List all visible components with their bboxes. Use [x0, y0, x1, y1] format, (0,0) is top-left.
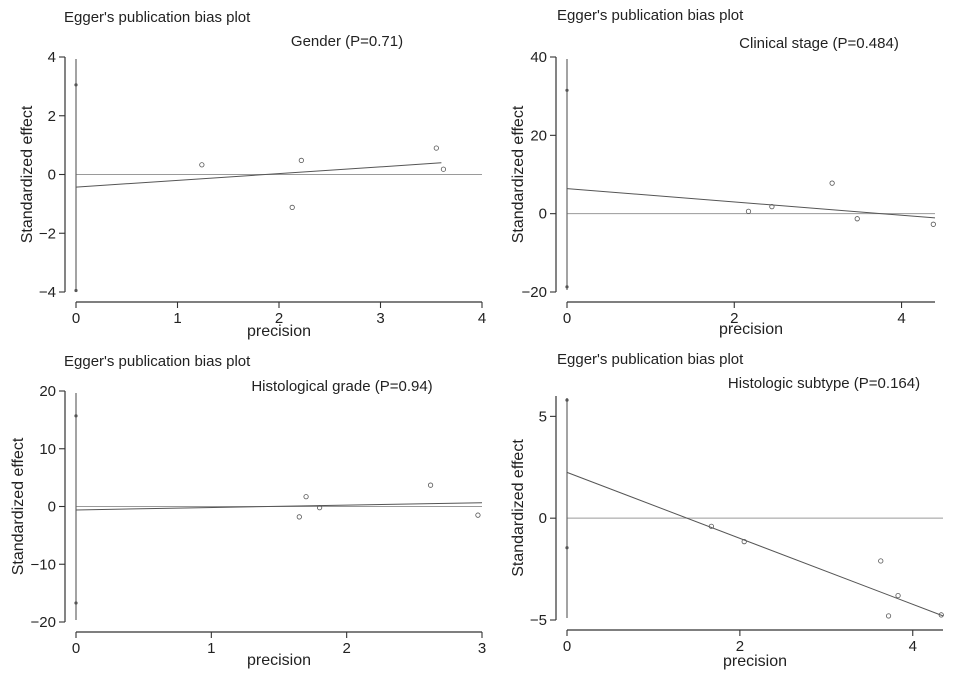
x-axis-title: precision [719, 321, 783, 338]
x-tick-label: 2 [730, 310, 738, 327]
data-point [708, 523, 714, 529]
chart-title: Egger's publication bias plot [557, 7, 744, 24]
y-tick-label: −4 [39, 284, 56, 301]
x-tick-label: 3 [478, 640, 486, 657]
egger-chart-1: Egger's publication bias plot Gender (P=0… [19, 9, 486, 340]
data-point [316, 505, 323, 511]
data-point [878, 558, 884, 564]
y-axis-title: Standardized effect [19, 105, 36, 243]
intercept-ci-upper [74, 83, 78, 87]
regression-fit-line [75, 502, 483, 511]
x-tick-label: 1 [207, 640, 215, 657]
chart-subtitle: Clinical stage (P=0.484) [739, 35, 899, 52]
data-point [289, 204, 295, 210]
y-tick-label: −20 [31, 614, 56, 631]
chart-subtitle: Histologic subtype (P=0.164) [728, 375, 920, 392]
y-tick-label: −10 [31, 556, 56, 573]
data-point [475, 512, 481, 518]
data-point [938, 612, 944, 618]
y-axis-title: Standardized effect [510, 439, 527, 577]
y-tick-label: 20 [530, 127, 547, 144]
intercept-ci-lower [565, 285, 569, 289]
data-point [829, 180, 835, 186]
data-point [296, 514, 302, 520]
x-tick-label: 3 [376, 310, 384, 327]
y-tick-label: −20 [522, 284, 547, 301]
intercept-ci-upper [565, 398, 569, 402]
regression-fit-line [566, 188, 936, 219]
data-point [885, 613, 892, 619]
x-tick-label: 2 [342, 640, 350, 657]
x-tick-label: 0 [563, 310, 571, 327]
intercept-ci-lower [74, 288, 78, 293]
y-tick-label: −2 [39, 225, 56, 242]
y-tick-label: 0 [48, 167, 56, 184]
data-point [303, 494, 309, 500]
regression-fit-line [566, 471, 944, 617]
x-tick-label: 4 [897, 310, 905, 327]
y-axis-title: Standardized effect [510, 105, 527, 243]
data-point [427, 482, 434, 488]
x-axis-title: precision [723, 653, 787, 670]
y-tick-label: 2 [48, 108, 56, 125]
intercept-ci-upper [74, 414, 78, 418]
y-axis-title: Standardized effect [10, 437, 27, 575]
data-point [745, 208, 752, 214]
y-tick-label: 4 [48, 49, 56, 66]
x-tick-label: 2 [736, 638, 744, 655]
x-axis-title: precision [247, 323, 311, 340]
regression-fit-line [75, 162, 442, 188]
data-point [199, 162, 205, 168]
data-point [741, 538, 747, 545]
x-tick-label: 4 [478, 310, 486, 327]
data-point [298, 157, 304, 163]
x-axis-title: precision [247, 652, 311, 669]
chart-title: Egger's publication bias plot [64, 353, 251, 370]
x-tick-label: 1 [173, 310, 181, 327]
y-tick-label: 20 [39, 383, 56, 400]
x-tick-label: 0 [563, 638, 571, 655]
egger-chart-4: Egger's publication bias plot Histologic … [510, 351, 944, 670]
y-tick-label: 10 [39, 441, 56, 458]
data-point [895, 592, 901, 599]
chart-title: Egger's publication bias plot [64, 9, 251, 26]
intercept-ci-upper [565, 88, 569, 92]
y-tick-label: −5 [530, 612, 547, 629]
data-point [854, 216, 860, 222]
y-tick-label: 0 [539, 510, 547, 527]
x-tick-label: 0 [72, 640, 80, 657]
chart-subtitle: Gender (P=0.71) [291, 33, 403, 50]
y-tick-label: 40 [530, 49, 547, 66]
data-point [440, 166, 447, 172]
egger-chart-2: Egger's publication bias plot Clinical st… [510, 7, 936, 338]
y-tick-label: 0 [48, 499, 56, 516]
data-point [433, 145, 439, 151]
y-tick-label: 0 [539, 206, 547, 223]
data-point [769, 204, 775, 210]
egger-chart-3: Egger's publication bias plotHistologica… [10, 353, 486, 669]
intercept-ci-lower [74, 601, 78, 605]
x-tick-label: 4 [909, 638, 917, 655]
x-tick-label: 2 [275, 310, 283, 327]
intercept-ci-lower [565, 546, 569, 550]
chart-title: Egger's publication bias plot [557, 351, 744, 368]
chart-subtitle: Histological grade (P=0.94) [251, 378, 432, 395]
x-tick-label: 0 [72, 310, 80, 327]
data-point [930, 221, 936, 227]
y-tick-label: 5 [539, 408, 547, 425]
